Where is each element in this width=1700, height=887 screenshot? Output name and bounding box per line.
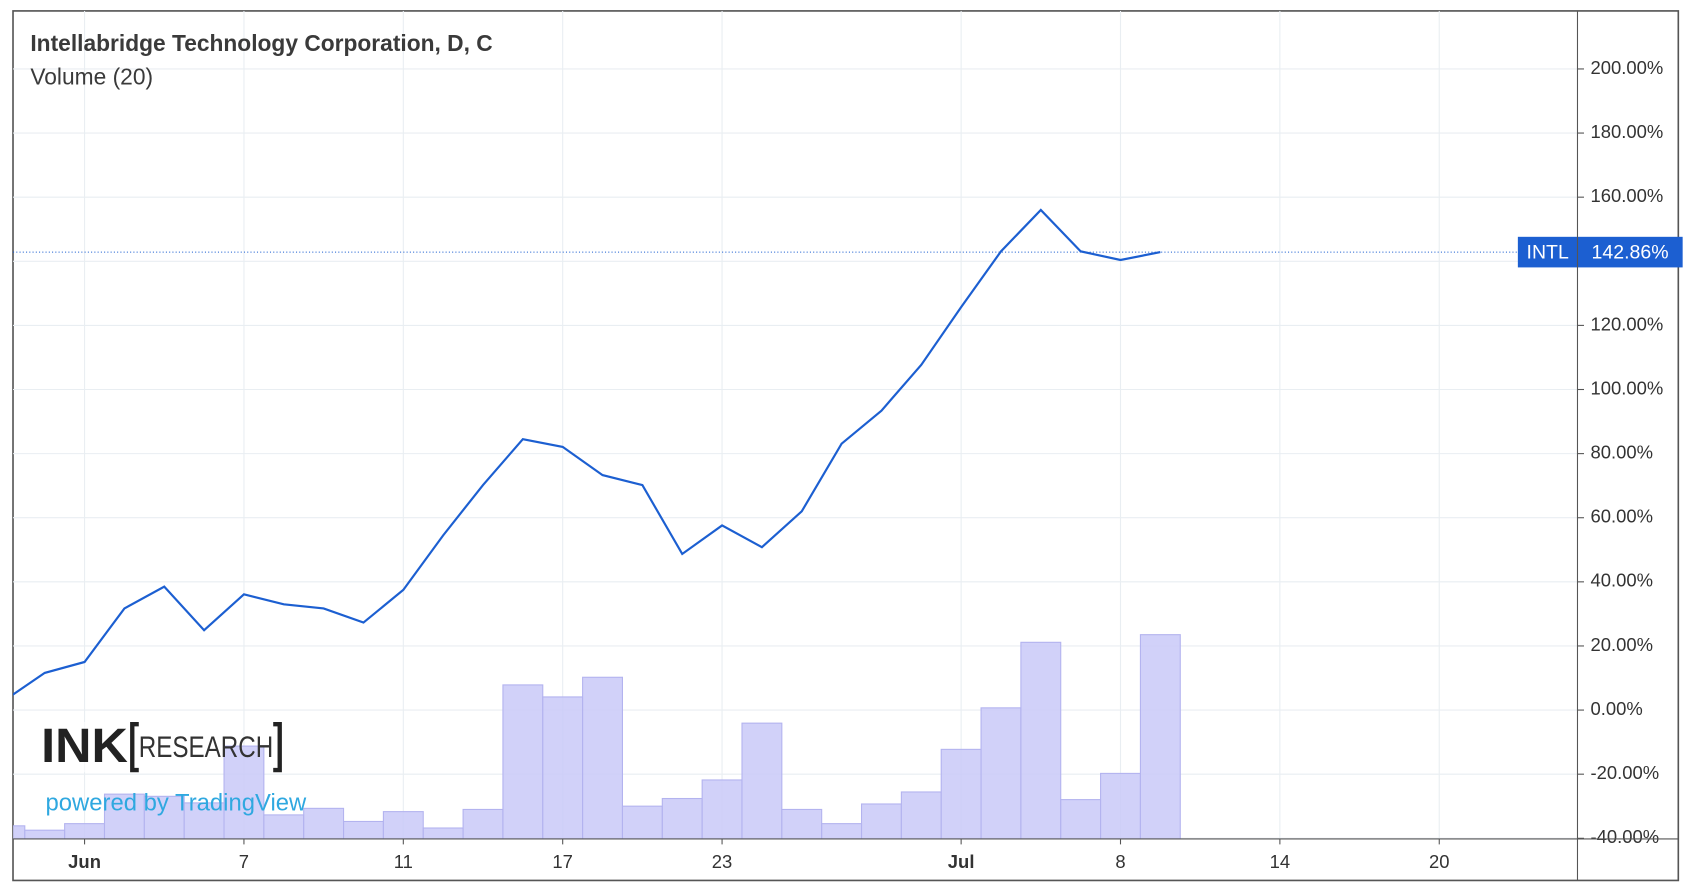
y-tick-label: 120.00%: [1590, 313, 1663, 334]
volume-bar: [542, 696, 584, 839]
last-value-label: 142.86%: [1592, 241, 1669, 263]
volume-bar: [343, 820, 384, 839]
volume-bar: [24, 829, 66, 839]
x-tick-label: 17: [552, 851, 573, 872]
volume-bar: [741, 722, 783, 839]
y-tick-label: 180.00%: [1590, 121, 1663, 142]
series-name: INTL: [1527, 241, 1569, 263]
watermark: INK RESEARCH powered by TradingView: [41, 720, 307, 816]
powered-by: powered by TradingView: [46, 789, 307, 816]
logo-brackets: [130, 722, 282, 773]
volume-bar: [701, 779, 743, 839]
y-tick-label: -20.00%: [1590, 762, 1659, 783]
volume-bar: [582, 676, 623, 839]
volume-bar: [940, 748, 982, 839]
volume-bar: [303, 807, 345, 839]
y-tick-label: 80.00%: [1590, 441, 1653, 462]
y-tick-label: 60.00%: [1590, 506, 1653, 527]
volume-bar: [462, 808, 504, 839]
x-tick-label: 23: [712, 851, 733, 872]
volume-bar: [502, 684, 544, 839]
volume-bar: [900, 791, 942, 839]
x-tick-label: 11: [394, 851, 413, 872]
x-tick-label: Jun: [68, 851, 101, 872]
volume-bar: [661, 797, 703, 839]
frame: [12, 10, 1680, 882]
chart-subtitle: Volume (20): [30, 64, 153, 90]
volume-bar: [621, 805, 663, 839]
x-tick-label: 8: [1115, 851, 1125, 872]
logo-right: RESEARCH: [139, 731, 273, 764]
y-tick-label: 0.00%: [1590, 698, 1642, 719]
series-name-box: [1517, 236, 1578, 268]
volume-bar: [821, 823, 863, 839]
last-value-box: [1577, 236, 1683, 268]
volume-bar: [1060, 799, 1102, 839]
volume-bar: [64, 823, 106, 839]
volume-bar: [263, 814, 305, 839]
volume-bar: [143, 795, 185, 839]
logo-left: INK: [41, 720, 128, 773]
volume-bar: [382, 811, 424, 839]
y-tick-label: 200.00%: [1590, 57, 1663, 78]
y-tick-label: -40.00%: [1590, 826, 1659, 847]
volume-bar: [1020, 641, 1062, 839]
y-tick-label: 100.00%: [1590, 377, 1663, 398]
x-tick-label: 7: [239, 851, 249, 872]
x-tick-label: Jul: [948, 851, 975, 872]
volume-bar: [422, 827, 464, 839]
logo-box: [41, 722, 128, 773]
y-tick-label: 160.00%: [1590, 185, 1663, 206]
y-tick-label: 20.00%: [1590, 634, 1653, 655]
volume-bar: [1100, 772, 1141, 839]
x-tick-label: 20: [1429, 851, 1450, 872]
volume-bar: [183, 802, 225, 839]
volume-bar: [860, 803, 902, 839]
y-tick-label: 40.00%: [1590, 570, 1653, 591]
volume-bar: [980, 707, 1022, 839]
volume-bar: [781, 808, 823, 839]
price-line: [13, 208, 1161, 696]
chart-title: Intellabridge Technology Corporation, D,…: [30, 30, 492, 56]
volume-bar: [223, 745, 265, 839]
volume-bar: [1139, 634, 1181, 839]
x-tick-label: 14: [1270, 851, 1291, 872]
